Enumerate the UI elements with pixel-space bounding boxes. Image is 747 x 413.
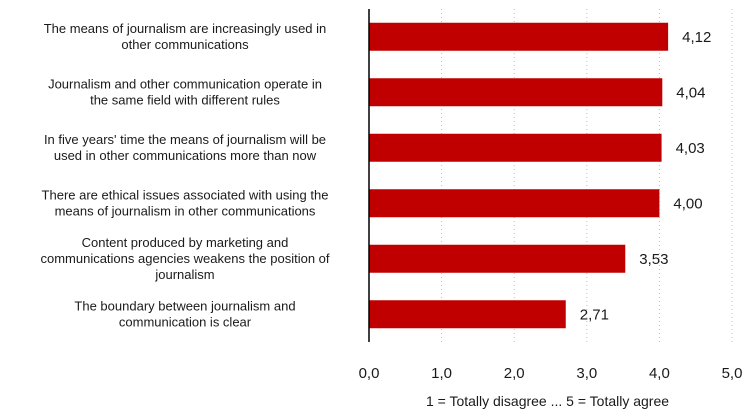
bar-2 <box>369 78 663 107</box>
bar-3 <box>369 133 662 162</box>
category-label-line: Content produced by marketing and <box>82 235 289 250</box>
grid-lines <box>441 9 733 342</box>
category-label-line: In five years' time the means of journal… <box>44 132 326 147</box>
value-label-5: 3,53 <box>639 251 668 268</box>
category-label-line: other communications <box>121 37 249 52</box>
category-labels: The means of journalism are increasingly… <box>40 21 329 330</box>
x-tick-label-4: 4,0 <box>649 365 670 382</box>
x-tick-label-0: 0,0 <box>359 365 380 382</box>
bars-group <box>369 22 669 329</box>
category-label-2: Journalism and other communication opera… <box>48 76 322 107</box>
bar-4 <box>369 189 660 218</box>
value-label-2: 4,04 <box>676 84 705 101</box>
x-tick-label-2: 2,0 <box>504 365 525 382</box>
x-tick-label-1: 1,0 <box>431 365 452 382</box>
x-tick-label-3: 3,0 <box>576 365 597 382</box>
bar-1 <box>369 22 669 51</box>
category-label-line: communications agencies weakens the posi… <box>40 251 329 266</box>
category-label-line: The means of journalism are increasingly… <box>44 21 327 36</box>
category-label-1: The means of journalism are increasingly… <box>44 21 327 52</box>
category-label-3: In five years' time the means of journal… <box>44 132 326 163</box>
x-tick-label-5: 5,0 <box>722 365 743 382</box>
bar-5 <box>369 244 626 273</box>
category-label-4: There are ethical issues associated with… <box>42 187 329 218</box>
value-label-3: 4,03 <box>676 140 705 157</box>
category-label-line: Journalism and other communication opera… <box>48 76 322 91</box>
value-label-6: 2,71 <box>580 306 609 323</box>
x-tick-labels: 0,0 1,0 2,0 3,0 4,0 5,0 <box>359 365 743 382</box>
value-label-1: 4,12 <box>682 29 711 46</box>
bar-6 <box>369 300 566 329</box>
category-label-line: journalism <box>154 267 214 282</box>
category-label-line: used in other communications more than n… <box>54 148 317 163</box>
category-label-line: The boundary between journalism and <box>74 298 295 313</box>
category-label-line: There are ethical issues associated with… <box>42 187 329 202</box>
category-label-5: Content produced by marketing and communi… <box>40 235 329 282</box>
category-label-6: The boundary between journalism and commu… <box>74 298 295 329</box>
value-labels: 4,12 4,04 4,03 4,00 3,53 2,71 <box>580 29 712 324</box>
x-axis-label: 1 = Totally disagree ... 5 = Totally agr… <box>426 393 669 409</box>
category-label-line: means of journalism in other communicati… <box>55 203 316 218</box>
category-label-line: the same field with different rules <box>90 92 280 107</box>
value-label-4: 4,00 <box>673 195 702 212</box>
category-label-line: communication is clear <box>119 314 252 329</box>
